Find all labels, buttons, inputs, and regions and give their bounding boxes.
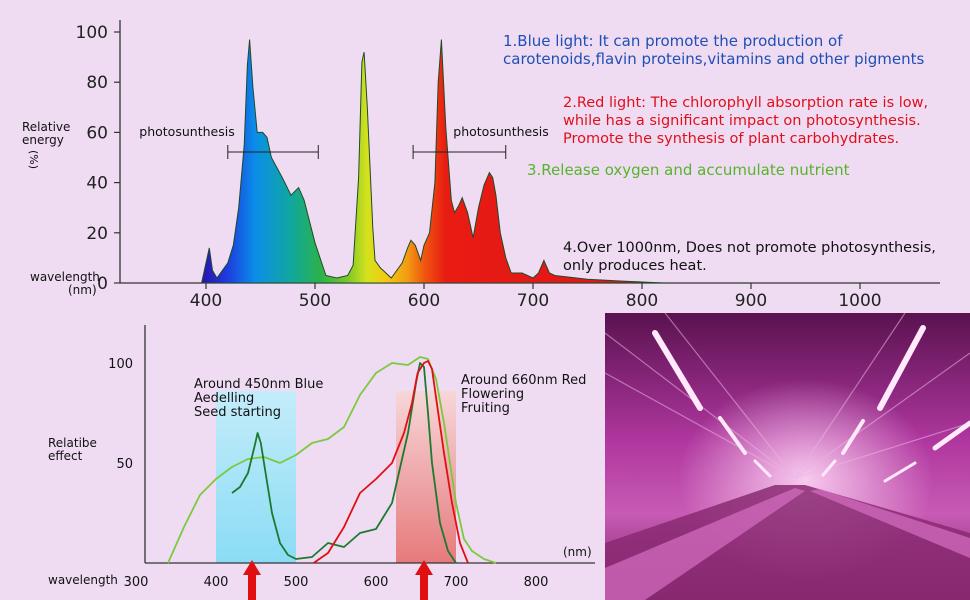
effect-chart: 50 100 300 400 500 600 700 800 [108, 325, 595, 600]
bottom-x-axis-label: wavelength [48, 573, 118, 587]
red-band-line3: Fruiting [461, 401, 510, 416]
blue-light-note: 1.Blue light: It can promote the product… [503, 32, 924, 68]
spectrum-chart: 0 20 40 60 80 100 400 500 600 700 800 900 1000 photos… [76, 20, 940, 310]
heat-note-line2: only produces heat. [563, 258, 707, 274]
red-band-arrow-shaft [420, 574, 428, 600]
top-x-tick-label: 500 [299, 291, 331, 310]
bottom-x-tick-label: 800 [524, 575, 549, 590]
top-xlabel-line1: wavelength [30, 270, 100, 284]
blue-band-label: Around 450nm Blue Aedelling Seed startin… [194, 378, 323, 420]
photosynthesis-label: photosunthesis [139, 124, 234, 139]
top-xlabel-line2: (nm) [68, 283, 97, 297]
red-note-line1: 2.Red light: The chlorophyll absorption … [563, 95, 929, 111]
bottom-y-axis-label: Relatibe effect [48, 437, 97, 463]
red-band-line2: Flowering [461, 387, 525, 402]
blue-band-line2: Aedelling [194, 391, 255, 406]
green-note-line1: 3.Release oxygen and accumulate nutrient [527, 161, 850, 179]
top-ylabel-line1: Relative [22, 120, 71, 134]
top-y-tick-label: 20 [86, 224, 108, 244]
bottom-x-tick-label: 700 [444, 575, 469, 590]
greenhouse-grow-light-photo [605, 313, 970, 600]
top-x-axis-label: wavelength (nm) [30, 271, 100, 297]
blue-note-line1: 1.Blue light: It can promote the product… [503, 32, 843, 50]
heat-note-line1: 4.Over 1000nm, Does not promote photosyn… [563, 240, 936, 256]
effect-curve-3 [313, 360, 469, 564]
red-band-label: Around 660nm Red Flowering Fruiting [461, 374, 586, 416]
top-y-tick-label: 0 [97, 274, 108, 294]
top-x-tick-label: 800 [626, 291, 658, 310]
top-x-tick-label: 600 [408, 291, 440, 310]
bottom-ylabel-line2: effect [48, 449, 83, 463]
red-note-line2: while has a significant impact on photos… [563, 113, 921, 129]
top-x-tick-label: 900 [735, 291, 767, 310]
blue-band-arrow-head [243, 560, 261, 575]
bottom-ylabel-line1: Relatibe [48, 436, 97, 450]
blue-band-line3: Seed starting [194, 405, 282, 420]
blue-band [216, 391, 296, 563]
top-x-tick-label: 1000 [838, 291, 881, 310]
green-light-note: 3.Release oxygen and accumulate nutrient [527, 161, 850, 179]
heat-note: 4.Over 1000nm, Does not promote photosyn… [563, 239, 936, 275]
red-note-line3: Promote the synthesis of plant carbohydr… [563, 131, 900, 147]
blue-band-line1: Around 450nm Blue [194, 377, 324, 392]
top-y-tick-label: 60 [86, 123, 108, 143]
blue-band-arrow-shaft [248, 574, 256, 600]
top-y-tick-label: 40 [86, 174, 108, 194]
spectrum-area [200, 39, 664, 284]
blue-note-line2: carotenoids,flavin proteins,vitamins and… [503, 50, 925, 68]
photosynthesis-label: photosunthesis [453, 124, 548, 139]
bottom-y-tick-label: 100 [108, 357, 133, 372]
red-band-arrow-head [415, 560, 433, 575]
top-y-axis-label: Relative energy [22, 121, 82, 147]
top-y-axis-unit: (%) [27, 150, 40, 170]
top-ylabel-line2: energy [22, 133, 64, 147]
bottom-x-tick-label: 400 [204, 575, 229, 590]
red-band [396, 391, 456, 563]
bottom-x-tick-label: 300 [124, 575, 149, 590]
top-x-tick-label: 400 [190, 291, 222, 310]
top-y-tick-label: 80 [86, 73, 108, 93]
bottom-y-tick-label: 50 [116, 457, 133, 472]
bottom-x-tick-label: 500 [284, 575, 309, 590]
red-band-line1: Around 660nm Red [461, 373, 587, 388]
bottom-x-tick-label: 600 [364, 575, 389, 590]
bottom-x-axis-unit: (nm) [563, 545, 592, 559]
top-y-tick-label: 100 [76, 23, 108, 43]
effect-curve-1 [167, 356, 497, 564]
red-light-note: 2.Red light: The chlorophyll absorption … [563, 94, 928, 148]
top-x-tick-label: 700 [517, 291, 549, 310]
effect-curve-2 [231, 362, 457, 564]
